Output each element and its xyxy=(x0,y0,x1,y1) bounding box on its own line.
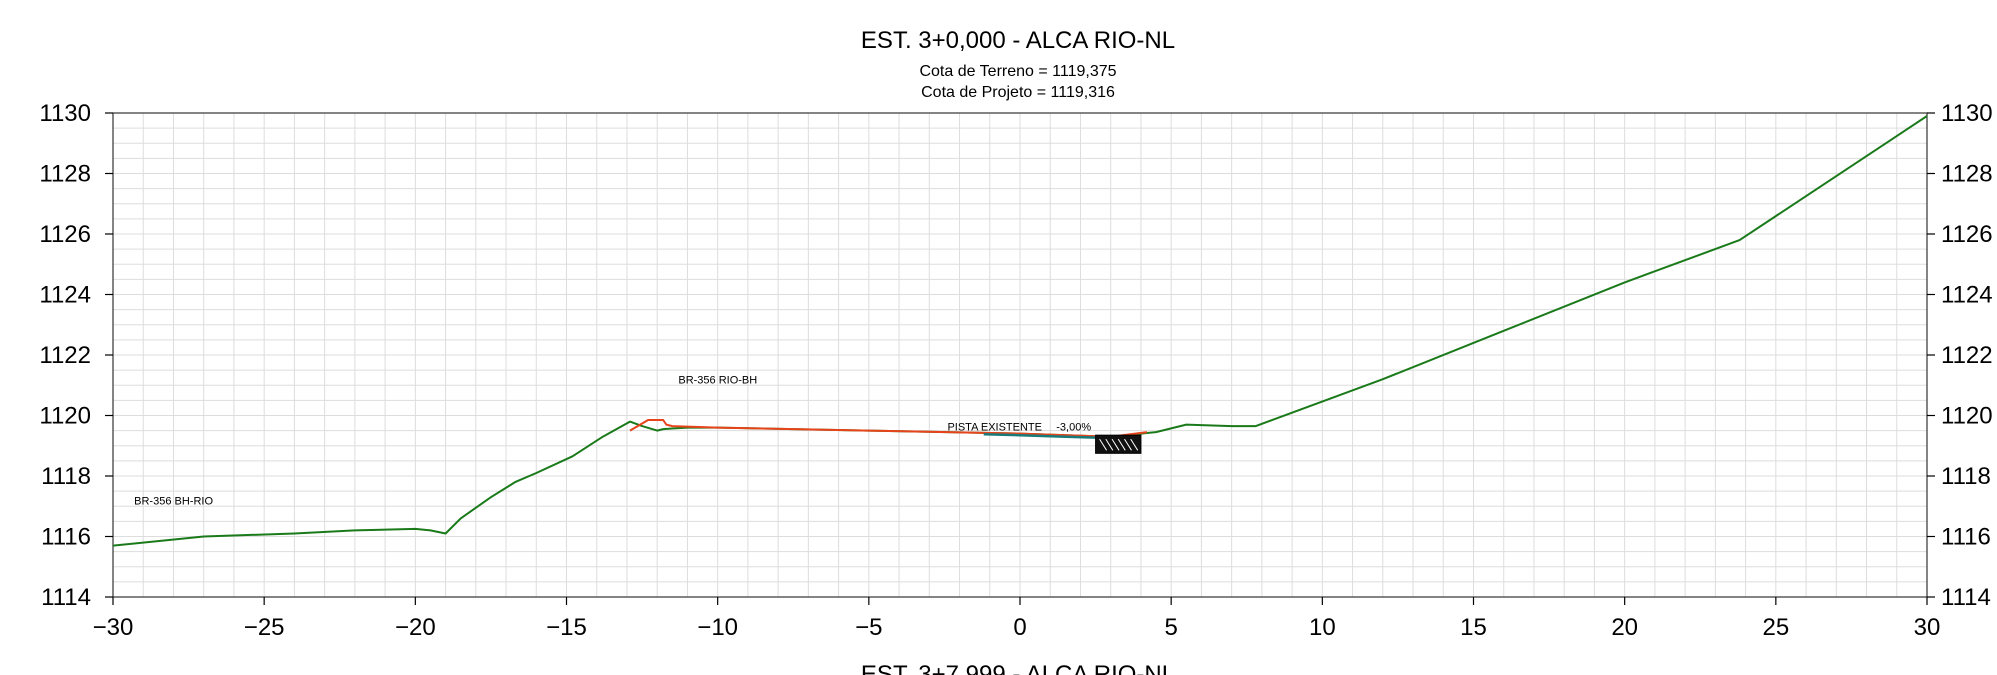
chart-title: EST. 3+0,000 - ALCA RIO-NL xyxy=(861,27,1175,54)
x-tick-label: −5 xyxy=(855,614,882,641)
y-tick-label-left: 1118 xyxy=(41,463,91,490)
annotation-label: PISTA EXISTENTE xyxy=(947,422,1042,434)
y-tick-label-right: 1120 xyxy=(1941,403,1993,430)
y-tick-label-right: 1124 xyxy=(1941,282,1993,309)
pavement-hatch xyxy=(1111,438,1120,451)
y-tick-label-right: 1116 xyxy=(1941,524,1991,551)
x-tick-label: 5 xyxy=(1164,614,1177,641)
x-tick-label: −15 xyxy=(546,614,587,641)
annotation-label: -3,00% xyxy=(1056,422,1091,434)
project-line xyxy=(629,419,1148,438)
x-tick-label: −25 xyxy=(244,614,285,641)
y-tick-label-left: 1128 xyxy=(39,161,91,188)
y-tick-label-right: 1114 xyxy=(1941,584,1991,611)
annotation-label: BR-356 RIO-BH xyxy=(678,375,757,387)
x-tick-label: 0 xyxy=(1013,614,1026,641)
x-tick-label: 30 xyxy=(1914,614,1941,641)
grid xyxy=(112,112,1928,598)
annotations: BR-356 RIO-BH BR-356 BH-RIO PISTA EXISTENT… xyxy=(134,375,1091,508)
y-tick-label-left: 1120 xyxy=(39,403,91,430)
annotation-label: BR-356 BH-RIO xyxy=(134,496,213,508)
y-tick-label-left: 1116 xyxy=(41,524,91,551)
y-tick-label-right: 1128 xyxy=(1941,161,1993,188)
x-tick-label: −10 xyxy=(697,614,738,641)
terrain-line xyxy=(112,115,1928,547)
pavement-hatch xyxy=(1105,438,1114,451)
y-tick-label-left: 1122 xyxy=(39,342,91,369)
y-tick-label-right: 1126 xyxy=(1941,221,1993,248)
y-tick-label-left: 1114 xyxy=(41,584,91,611)
y-tick-label-right: 1130 xyxy=(1941,100,1993,127)
pavement-hatch xyxy=(1130,438,1139,451)
x-tick-label: 25 xyxy=(1762,614,1789,641)
pavement-block xyxy=(1095,434,1142,454)
x-tick-label: −20 xyxy=(395,614,436,641)
pavement-structure-block xyxy=(1095,434,1142,454)
pavement-hatch xyxy=(1124,438,1132,451)
subtitle-projeto: Cota de Projeto = 1119,316 xyxy=(921,84,1115,101)
y-tick-label-right: 1122 xyxy=(1941,342,1993,369)
x-tick-label: −30 xyxy=(93,614,134,641)
y-tick-label-right: 1118 xyxy=(1941,463,1991,490)
next-section-title: EST. 3+7,999 - ALCA RIO-NL xyxy=(861,661,1175,675)
pavement-hatch xyxy=(1117,438,1126,451)
y-tick-label-left: 1124 xyxy=(39,282,91,309)
y-tick-label-left: 1126 xyxy=(39,221,91,248)
pavement-hatch xyxy=(1099,438,1108,451)
x-tick-label: 15 xyxy=(1460,614,1487,641)
subtitle-terreno: Cota de Terreno = 1119,375 xyxy=(919,63,1116,80)
x-tick-label: 10 xyxy=(1309,614,1336,641)
x-tick-label: 20 xyxy=(1611,614,1638,641)
y-tick-label-left: 1130 xyxy=(39,100,91,127)
